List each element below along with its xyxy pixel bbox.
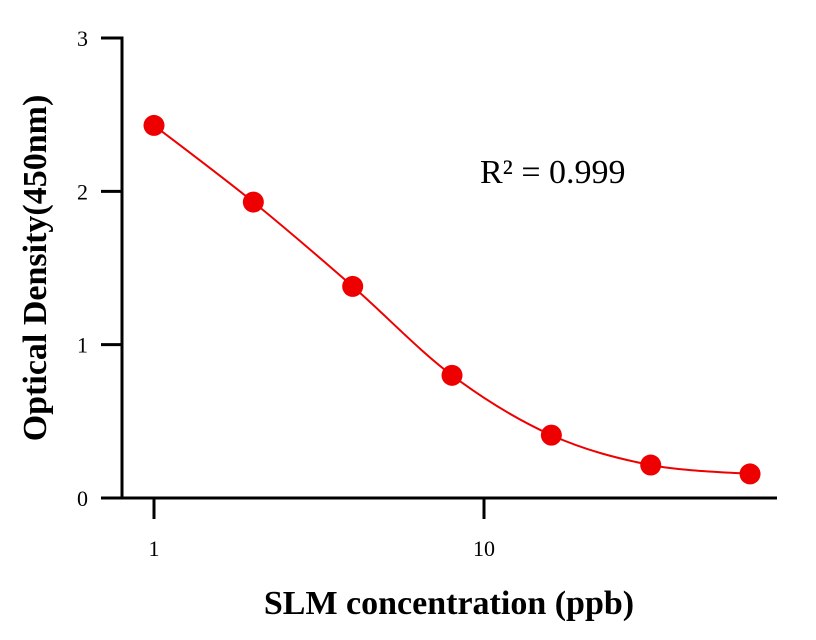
fit-curve [153, 124, 751, 475]
data-point [342, 275, 364, 297]
x-tick-label: 1 [149, 536, 160, 561]
data-point [242, 191, 264, 213]
data-point [143, 114, 165, 136]
r-squared-annotation: R² = 0.999 [480, 154, 626, 191]
y-tick-label: 3 [77, 26, 88, 51]
y-tick-label: 2 [77, 179, 88, 204]
x-tick-label: 10 [473, 536, 495, 561]
data-point [640, 454, 662, 476]
data-point [540, 424, 562, 446]
x-axis-label: SLM concentration (ppb) [264, 585, 634, 622]
data-point [441, 364, 463, 386]
plot-area [143, 114, 761, 485]
ticks: 0 1 2 3 1 10 [77, 26, 495, 561]
data-point [739, 463, 761, 485]
y-axis-label: Optical Density(450nm) [17, 95, 54, 442]
y-tick-label: 1 [77, 333, 88, 358]
y-tick-label: 0 [77, 486, 88, 511]
